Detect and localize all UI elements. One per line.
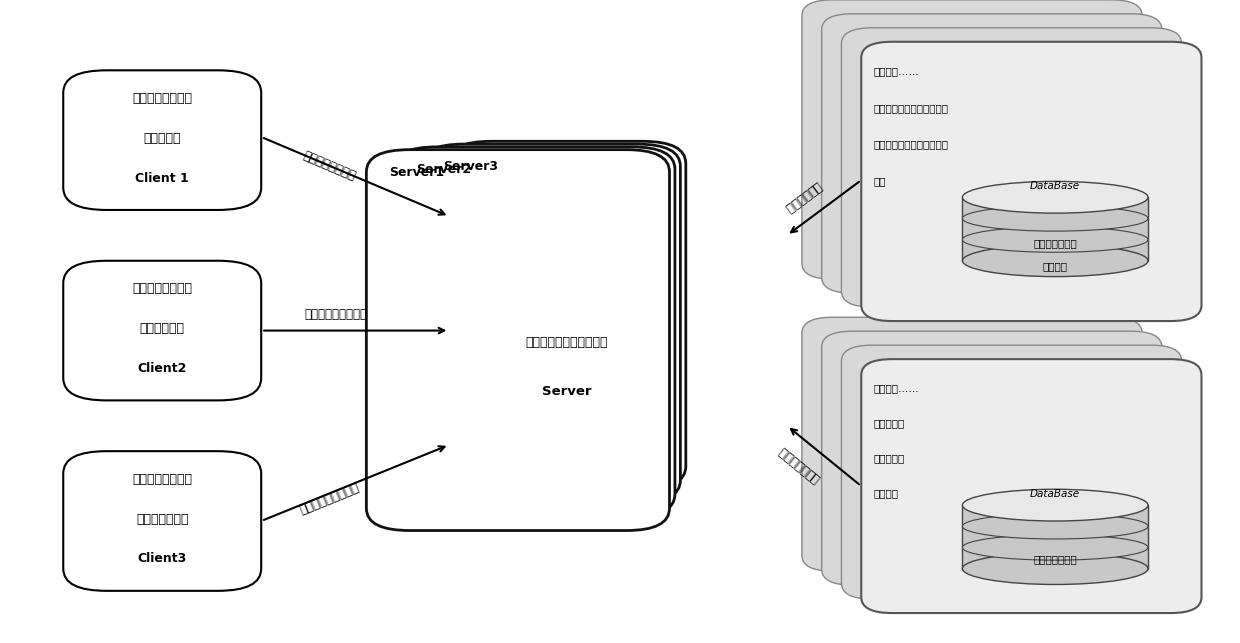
- Ellipse shape: [962, 245, 1148, 276]
- Text: 在线监测装置（设备参数）: 在线监测装置（设备参数）: [874, 103, 949, 113]
- Text: 广域范围的复杂计: 广域范围的复杂计: [133, 473, 192, 485]
- Text: 临时性数据服务请求: 临时性数据服务请求: [304, 308, 367, 322]
- Text: 历史数据: 历史数据: [874, 488, 899, 498]
- Text: Server3: Server3: [443, 160, 498, 173]
- FancyBboxPatch shape: [63, 70, 262, 210]
- Text: 实时数据服务请求: 实时数据服务请求: [301, 149, 357, 183]
- Text: 保护（录波文件、定值等）: 保护（录波文件、定值等）: [874, 140, 949, 150]
- FancyBboxPatch shape: [420, 144, 681, 503]
- Text: 准实时性业务: 准实时性业务: [140, 322, 185, 335]
- Text: DataBase: DataBase: [1030, 181, 1080, 191]
- Ellipse shape: [962, 553, 1148, 584]
- Text: Server2: Server2: [415, 163, 471, 176]
- Text: 实时数据响应: 实时数据响应: [782, 179, 823, 215]
- Text: 多类型数据服务请求: 多类型数据服务请求: [298, 481, 361, 517]
- FancyBboxPatch shape: [802, 317, 1142, 571]
- Text: 非实时数据响应: 非实时数据响应: [776, 444, 822, 485]
- Text: 大容量数据存储: 大容量数据存储: [1033, 554, 1078, 564]
- Ellipse shape: [962, 181, 1148, 213]
- FancyBboxPatch shape: [862, 42, 1202, 321]
- Text: Server1: Server1: [388, 165, 444, 179]
- Text: 其他数据……: 其他数据……: [874, 383, 919, 394]
- Text: Client2: Client2: [138, 362, 187, 375]
- Ellipse shape: [962, 535, 1148, 560]
- Text: 曲线、报表: 曲线、报表: [874, 418, 905, 428]
- Bar: [962, 197, 1148, 261]
- FancyBboxPatch shape: [448, 141, 686, 489]
- Text: 设备监控、运维类: 设备监控、运维类: [133, 282, 192, 295]
- FancyBboxPatch shape: [842, 345, 1182, 599]
- Text: 分布式实时数据: 分布式实时数据: [1033, 238, 1078, 248]
- FancyBboxPatch shape: [366, 150, 670, 530]
- Text: DataBase: DataBase: [1030, 489, 1080, 499]
- Text: Client3: Client3: [138, 552, 187, 565]
- FancyBboxPatch shape: [862, 359, 1202, 613]
- FancyBboxPatch shape: [822, 14, 1162, 293]
- Text: 测控: 测控: [874, 176, 887, 186]
- FancyBboxPatch shape: [393, 147, 675, 516]
- Bar: [962, 505, 1148, 568]
- FancyBboxPatch shape: [842, 28, 1182, 307]
- Text: 高速缓存: 高速缓存: [1043, 261, 1068, 271]
- FancyBboxPatch shape: [822, 331, 1162, 585]
- Text: 变电站透明访问应用服务: 变电站透明访问应用服务: [526, 336, 608, 349]
- Ellipse shape: [962, 227, 1148, 252]
- Text: 模型、文件: 模型、文件: [874, 453, 905, 463]
- Text: 其他设备……: 其他设备……: [874, 66, 919, 76]
- Text: Client 1: Client 1: [135, 172, 190, 185]
- Text: 高实时业务: 高实时业务: [144, 132, 181, 145]
- Text: 电网调度、控制类: 电网调度、控制类: [133, 92, 192, 105]
- Text: 算、分析类业务: 算、分析类业务: [136, 512, 188, 525]
- FancyBboxPatch shape: [63, 451, 262, 591]
- Ellipse shape: [962, 514, 1148, 539]
- FancyBboxPatch shape: [802, 0, 1142, 279]
- Text: Server: Server: [542, 385, 591, 398]
- Ellipse shape: [962, 489, 1148, 521]
- FancyBboxPatch shape: [63, 261, 262, 401]
- Ellipse shape: [962, 206, 1148, 231]
